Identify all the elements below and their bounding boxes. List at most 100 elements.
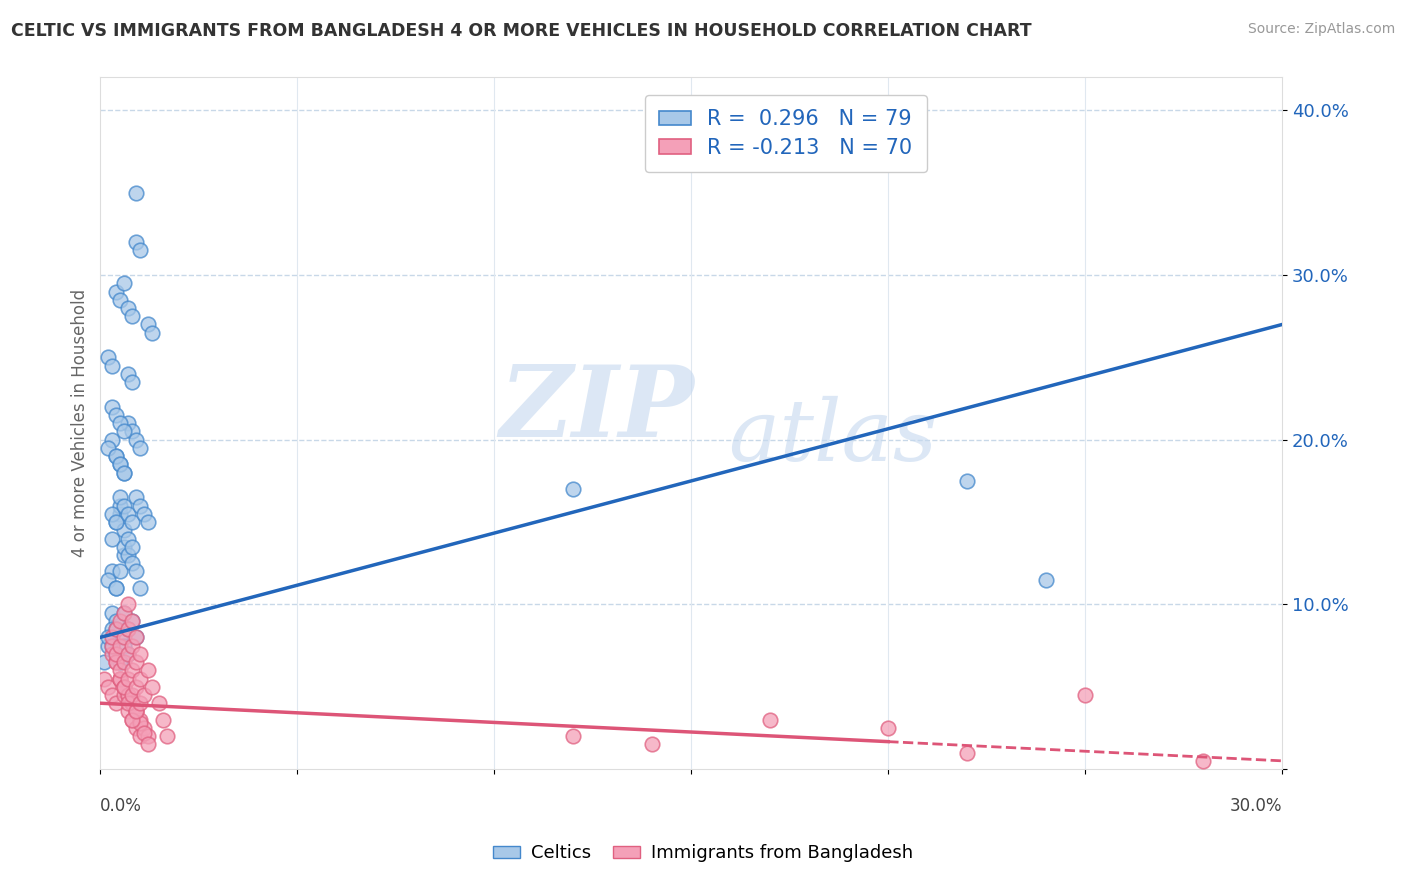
Point <box>101 688 124 702</box>
Point <box>101 359 124 373</box>
Point <box>136 515 159 529</box>
Point <box>117 688 139 702</box>
Point <box>125 433 148 447</box>
Point <box>117 622 139 636</box>
Point <box>121 713 143 727</box>
Point <box>117 647 139 661</box>
Point <box>128 647 150 661</box>
Point <box>136 729 159 743</box>
Point <box>108 631 131 645</box>
Point <box>152 713 174 727</box>
Point <box>97 631 120 645</box>
Point <box>112 606 135 620</box>
Point <box>112 631 135 645</box>
Point <box>956 474 979 488</box>
Point <box>108 672 131 686</box>
Point <box>125 705 148 719</box>
Point <box>121 688 143 702</box>
Point <box>1192 754 1215 768</box>
Point <box>112 466 135 480</box>
Point <box>112 680 135 694</box>
Point <box>117 532 139 546</box>
Point <box>101 507 124 521</box>
Text: Source: ZipAtlas.com: Source: ZipAtlas.com <box>1247 22 1395 37</box>
Point <box>93 655 115 669</box>
Text: 30.0%: 30.0% <box>1230 797 1282 814</box>
Point <box>562 482 585 496</box>
Point <box>128 713 150 727</box>
Point <box>97 351 120 365</box>
Point <box>101 606 124 620</box>
Point <box>108 655 131 669</box>
Text: atlas: atlas <box>728 396 938 478</box>
Point <box>108 293 131 307</box>
Point <box>117 417 139 431</box>
Point <box>128 441 150 455</box>
Point <box>121 515 143 529</box>
Point <box>101 622 124 636</box>
Point <box>97 573 120 587</box>
Point <box>132 688 155 702</box>
Point <box>117 622 139 636</box>
Point <box>128 672 150 686</box>
Point <box>97 639 120 653</box>
Point <box>121 713 143 727</box>
Point <box>128 696 150 710</box>
Point <box>128 499 150 513</box>
Point <box>1074 688 1097 702</box>
Point <box>105 581 128 595</box>
Point <box>112 680 135 694</box>
Point <box>121 663 143 677</box>
Point <box>108 672 131 686</box>
Point <box>141 326 163 340</box>
Point <box>108 458 131 472</box>
Point <box>132 507 155 521</box>
Point <box>117 367 139 381</box>
Point <box>125 680 148 694</box>
Point <box>97 441 120 455</box>
Point <box>125 631 148 645</box>
Point <box>105 655 128 669</box>
Point <box>112 548 135 562</box>
Point <box>121 614 143 628</box>
Point <box>112 606 135 620</box>
Point <box>101 647 124 661</box>
Point <box>136 738 159 752</box>
Point <box>117 647 139 661</box>
Point <box>117 688 139 702</box>
Point <box>641 738 664 752</box>
Point <box>121 310 143 324</box>
Point <box>108 491 131 505</box>
Point <box>125 565 148 579</box>
Point <box>101 631 124 645</box>
Point <box>121 639 143 653</box>
Point <box>125 235 148 249</box>
Point <box>136 663 159 677</box>
Point <box>121 375 143 389</box>
Point <box>108 565 131 579</box>
Point <box>132 721 155 735</box>
Point <box>108 639 131 653</box>
Point <box>105 285 128 299</box>
Legend: R =  0.296   N = 79, R = -0.213   N = 70: R = 0.296 N = 79, R = -0.213 N = 70 <box>645 95 927 172</box>
Point <box>108 417 131 431</box>
Point <box>108 614 131 628</box>
Point <box>105 647 128 661</box>
Point <box>112 499 135 513</box>
Point <box>105 449 128 463</box>
Point <box>141 680 163 694</box>
Point <box>112 688 135 702</box>
Point <box>112 425 135 439</box>
Point <box>121 696 143 710</box>
Point <box>105 614 128 628</box>
Point <box>108 458 131 472</box>
Point <box>105 622 128 636</box>
Point <box>105 696 128 710</box>
Point <box>105 449 128 463</box>
Point <box>1035 573 1057 587</box>
Point <box>125 721 148 735</box>
Text: 0.0%: 0.0% <box>100 797 142 814</box>
Point <box>562 729 585 743</box>
Point <box>108 672 131 686</box>
Legend: Celtics, Immigrants from Bangladesh: Celtics, Immigrants from Bangladesh <box>486 838 920 870</box>
